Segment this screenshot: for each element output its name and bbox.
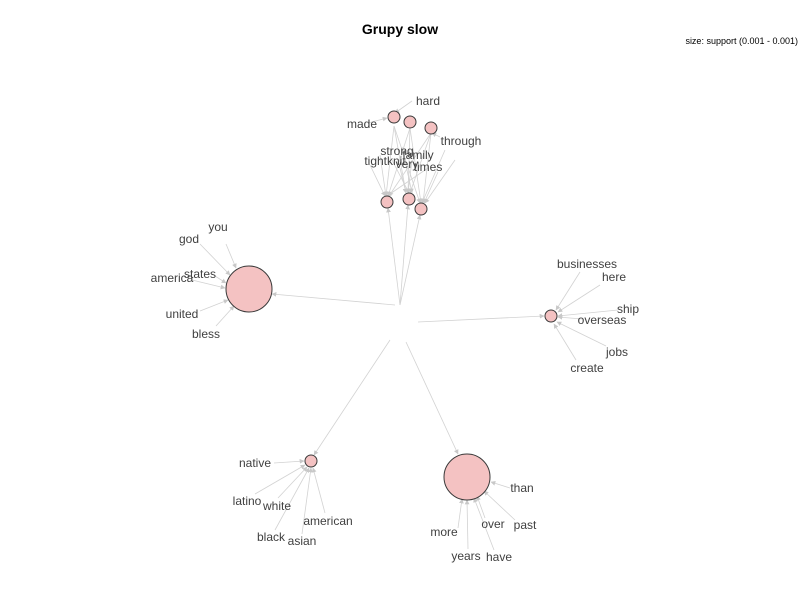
word-label: create	[570, 361, 604, 375]
word-label: america	[151, 271, 194, 285]
word-label: years	[451, 549, 480, 563]
node-group-b	[402, 192, 416, 206]
word-label: bless	[192, 327, 220, 341]
word-label: united	[166, 307, 199, 321]
top-cluster-edges	[367, 100, 456, 204]
node-group-a	[380, 195, 394, 209]
word-label: god	[179, 232, 199, 246]
word-label: tightknit	[364, 154, 406, 168]
word-label: than	[510, 481, 533, 495]
word-label: states	[184, 267, 216, 281]
word-label: family	[402, 148, 433, 162]
nodes	[225, 110, 558, 501]
word-label: you	[208, 220, 227, 234]
node-through	[424, 121, 438, 135]
word-label: here	[602, 270, 626, 284]
node-made	[387, 110, 401, 124]
word-label: strong	[380, 144, 413, 158]
bottom-right-cluster-edges	[457, 481, 516, 551]
word-label: american	[303, 514, 352, 528]
graph-title: Grupy slow	[362, 21, 438, 37]
node-united-states	[225, 265, 273, 313]
hub-edges	[271, 204, 545, 456]
word-label: more	[430, 525, 458, 539]
right-cluster-edges	[553, 271, 619, 361]
word-label: jobs	[605, 345, 628, 359]
word-label: asian	[288, 534, 317, 548]
word-label: times	[414, 160, 443, 174]
left-cluster-edges	[191, 243, 237, 327]
word-label: overseas	[578, 313, 627, 327]
word-label: black	[257, 530, 286, 544]
word-label: through	[441, 134, 482, 148]
word-label: white	[262, 499, 291, 513]
word-label: past	[514, 518, 537, 532]
word-label: over	[481, 517, 504, 531]
word-label: native	[239, 456, 271, 470]
bottom-left-cluster-edges	[254, 458, 326, 535]
size-legend: size: support (0.001 - 0.001)	[685, 36, 798, 46]
node-group-c	[414, 202, 428, 216]
word-label: latino	[233, 494, 262, 508]
word-label: have	[486, 550, 512, 564]
word-labels: hard made through strong family tightkni…	[151, 94, 640, 564]
word-label: hard	[416, 94, 440, 108]
word-label: made	[347, 117, 377, 131]
node-over-past	[443, 453, 491, 501]
node-hard	[403, 115, 417, 129]
node-native	[304, 454, 318, 468]
node-overseas	[544, 309, 558, 323]
word-label: businesses	[557, 257, 617, 271]
word-label: very	[396, 157, 419, 171]
word-label: ship	[617, 302, 639, 316]
